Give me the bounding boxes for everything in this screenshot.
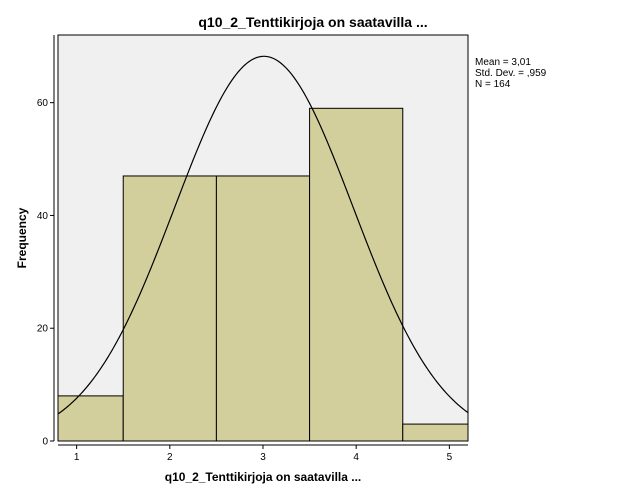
normal-curve [57,55,469,415]
y-tick-label-20: 20 [37,324,49,335]
x-tick-label-3: 3 [260,452,266,463]
axes-group: 0 20 40 60 1 2 3 4 5 [37,35,468,463]
y-tick-label-40: 40 [37,211,49,222]
y-axis-label: Frequency [15,207,29,269]
chart-title: q10_2_Tenttikirjoja on saatavilla ... [198,14,428,30]
stats-std: Std. Dev. = ,959 [475,68,547,79]
histogram-bar-1 [57,395,124,442]
x-axis-label: q10_2_Tenttikirjoja on saatavilla ... [164,470,362,484]
bars-group [57,107,469,442]
histogram-bar-5 [402,423,469,442]
histogram-bar-3 [215,175,311,442]
y-tick-label-60: 60 [37,98,49,109]
histogram-bar-2 [122,175,217,442]
x-tick-label-4: 4 [353,452,359,463]
x-tick-label-2: 2 [167,452,173,463]
x-tick-label-1: 1 [74,452,80,463]
stats-n: N = 164 [475,79,511,90]
histogram-bar-4 [309,107,404,442]
y-tick-label-0: 0 [42,437,48,448]
x-tick-label-5: 5 [447,452,453,463]
stats-box: Mean = 3,01 Std. Dev. = ,959 N = 164 [475,57,546,90]
stats-mean: Mean = 3,01 [475,57,531,68]
